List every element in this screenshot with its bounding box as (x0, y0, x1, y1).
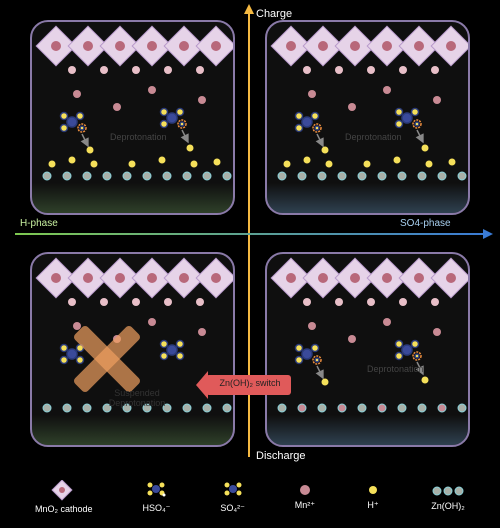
electrolyte-band (32, 415, 233, 445)
h-icon (365, 482, 381, 498)
y-axis-label-top: Charge (256, 8, 292, 20)
legend-label: HSO₄⁻ (142, 503, 170, 514)
cathode-icon (50, 480, 78, 502)
panel-bottom-right: Deprotonation (265, 252, 470, 447)
process-label: Suspended Deprotonation (82, 388, 192, 408)
process-label: Deprotonation (367, 364, 424, 374)
legend-label: Mn²⁺ (295, 500, 315, 511)
process-label: Deprotonation (345, 132, 402, 142)
y-axis-label-bottom: Discharge (256, 450, 306, 462)
znoh-icon (431, 483, 465, 499)
cathode-lattice (32, 254, 235, 312)
legend-item-mn2: Mn²⁺ (295, 482, 315, 511)
electrolyte-band (267, 415, 468, 445)
hso4-icon (144, 479, 168, 501)
panel-top-right: Deprotonation (265, 20, 470, 215)
electrolyte-band (267, 183, 468, 213)
electrolyte-band (32, 183, 233, 213)
legend-label: H⁺ (367, 500, 378, 511)
legend-label: MnO₂ cathode (35, 504, 93, 514)
legend-item-h: H⁺ (365, 482, 381, 511)
legend-item-hso4: HSO₄⁻ (142, 479, 170, 514)
x-axis-label-left: H-phase (20, 218, 58, 229)
switch-label: Zn(OH)₂ switch (210, 378, 290, 388)
process-label: Deprotonation (110, 132, 167, 142)
legend-label: SO₄²⁻ (220, 503, 244, 514)
panel-top-left: Deprotonation (30, 20, 235, 215)
legend-item-cathode: MnO₂ cathode (35, 480, 93, 514)
x-axis (15, 233, 485, 235)
legend: MnO₂ cathode HSO₄⁻ SO₄²⁻ Mn²⁺ H⁺ Zn(OH)₂ (10, 469, 490, 524)
cathode-lattice (267, 22, 470, 80)
panel-bottom-left: Suspended Deprotonation (30, 252, 235, 447)
legend-item-znoh: Zn(OH)₂ (431, 483, 465, 511)
hso4-molecule (61, 109, 187, 133)
so4-icon (221, 479, 245, 501)
cathode-lattice (267, 254, 470, 312)
legend-item-so4: SO₄²⁻ (220, 479, 244, 514)
x-axis-label-right: SO4-phase (400, 218, 451, 229)
legend-label: Zn(OH)₂ (431, 501, 465, 511)
cathode-lattice (32, 22, 235, 80)
mn2-icon (297, 482, 313, 498)
